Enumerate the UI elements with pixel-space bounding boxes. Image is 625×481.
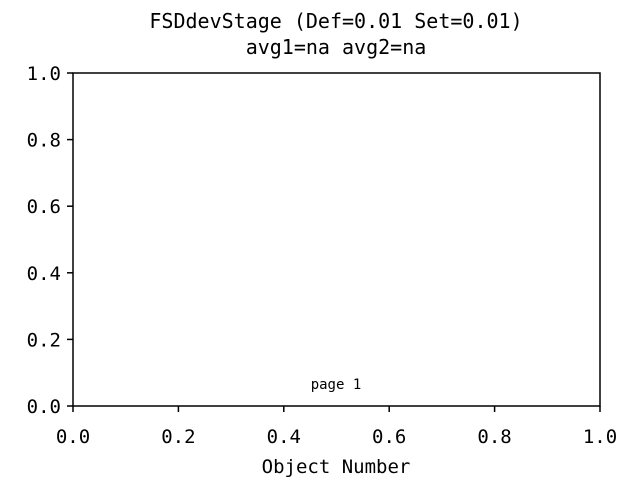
y-tick-label: 0.0 [27, 396, 61, 418]
y-tick-label: 1.0 [27, 63, 61, 85]
plot-area: 0.0 0.2 0.4 0.6 0.8 1.0 0.0 0.2 0.4 0.6 0.8 1.0 [27, 63, 617, 448]
y-axis: 0.0 0.2 0.4 0.6 0.8 1.0 [27, 63, 73, 418]
page-annotation: page 1 [311, 377, 362, 393]
y-tick-label: 0.8 [27, 130, 61, 152]
x-tick-label: 1.0 [583, 426, 617, 448]
y-tick-label: 0.2 [27, 329, 61, 351]
x-tick-label: 0.0 [56, 426, 90, 448]
chart-subtitle: avg1=na avg2=na [246, 35, 427, 59]
x-tick-label: 0.2 [161, 426, 195, 448]
plot-frame [72, 72, 601, 407]
x-axis-label: Object Number [262, 456, 411, 478]
y-tick-label: 0.4 [27, 263, 61, 285]
chart-title: FSDdevStage (Def=0.01 Set=0.01) [149, 9, 522, 33]
x-tick-label: 0.8 [477, 426, 511, 448]
x-tick-label: 0.4 [267, 426, 301, 448]
x-axis: 0.0 0.2 0.4 0.6 0.8 1.0 [56, 406, 617, 448]
y-tick-label: 0.6 [27, 196, 61, 218]
x-tick-label: 0.6 [372, 426, 406, 448]
